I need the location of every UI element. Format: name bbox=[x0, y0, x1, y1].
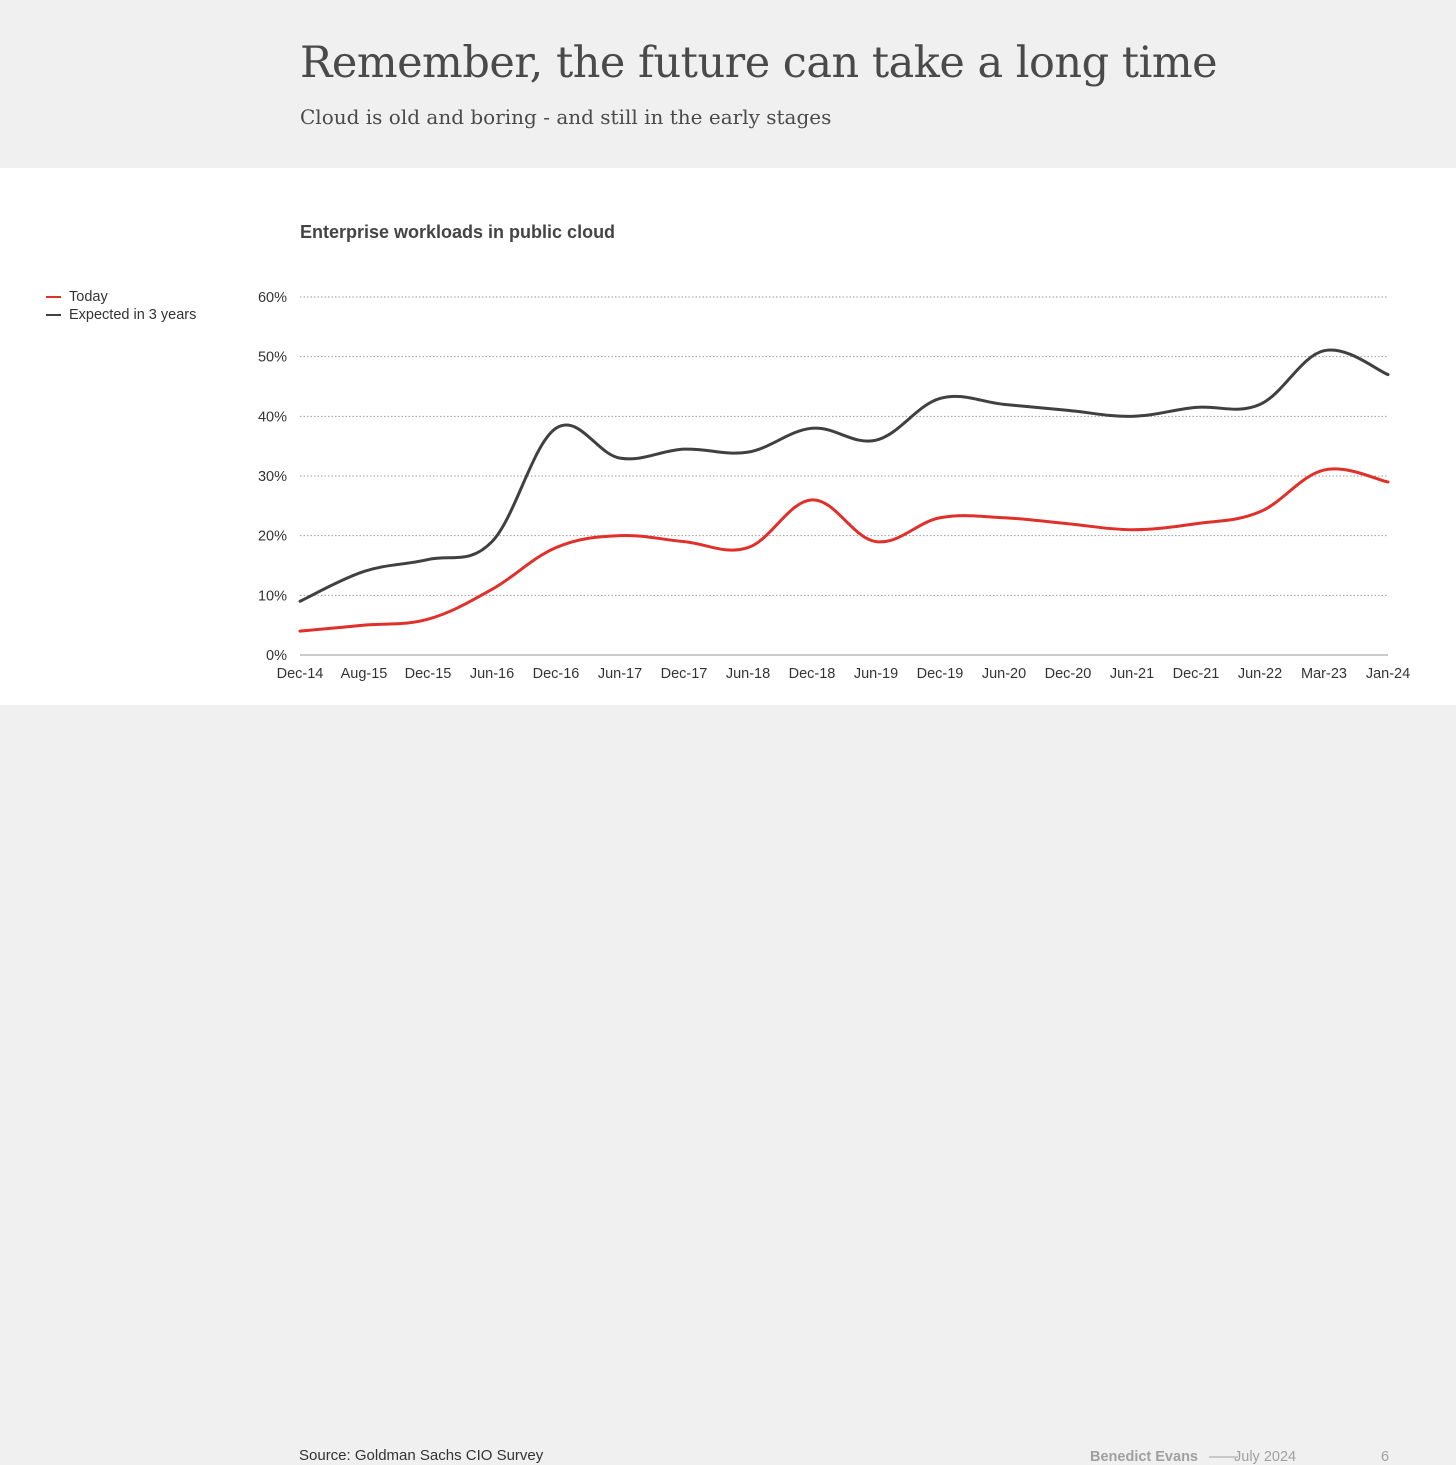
series-line-today bbox=[298, 467, 1390, 633]
page-number: 6 bbox=[1381, 1449, 1390, 1465]
chart-legend: Today Expected in 3 years bbox=[46, 288, 196, 324]
y-tick-label: 40% bbox=[258, 409, 287, 425]
y-tick-label: 60% bbox=[258, 290, 287, 306]
header-band: Remember, the future can take a long tim… bbox=[0, 0, 1456, 168]
x-tick-label: Dec-17 bbox=[661, 666, 708, 682]
legend-label-expected: Expected in 3 years bbox=[69, 307, 197, 323]
x-tick-label: Dec-15 bbox=[405, 666, 452, 682]
x-tick-label: Dec-18 bbox=[789, 666, 836, 682]
x-tick-label: Jun-16 bbox=[470, 666, 514, 682]
x-tick-label: Jan-24 bbox=[1366, 666, 1410, 682]
chart-title: Enterprise workloads in public cloud bbox=[300, 222, 616, 242]
chart-panel bbox=[0, 168, 1456, 705]
author-name: Benedict Evans bbox=[1090, 1449, 1198, 1465]
footer-date: July 2024 bbox=[1234, 1449, 1297, 1465]
line-chart: 0% 10% 20% 30% 40% 50% 60% Dec-14 Aug-15 Dec-15 Ju… bbox=[258, 290, 1410, 682]
x-tick-label: Jun-21 bbox=[1110, 666, 1154, 682]
source-note: Source: Goldman Sachs CIO Survey bbox=[299, 1447, 544, 1464]
y-tick-label: 0% bbox=[266, 648, 287, 664]
x-tick-label: Dec-14 bbox=[277, 666, 324, 682]
x-tick-label: Dec-19 bbox=[917, 666, 964, 682]
x-tick-label: Jun-20 bbox=[982, 666, 1026, 682]
x-tick-label: Jun-22 bbox=[1238, 666, 1282, 682]
series-line-expected bbox=[298, 348, 1390, 603]
x-tick-label: Jun-18 bbox=[726, 666, 770, 682]
x-tick-label: Dec-16 bbox=[533, 666, 580, 682]
footer-band: Source: Goldman Sachs CIO Survey Benedic… bbox=[0, 705, 1456, 1465]
x-tick-label: Aug-15 bbox=[341, 666, 388, 682]
x-tick-label: Jun-17 bbox=[598, 666, 642, 682]
y-tick-label: 10% bbox=[258, 588, 287, 604]
x-tick-label: Dec-20 bbox=[1045, 666, 1092, 682]
legend-item-expected: Expected in 3 years bbox=[46, 306, 196, 324]
y-tick-label: 20% bbox=[258, 529, 287, 545]
x-tick-label: Mar-23 bbox=[1301, 666, 1347, 682]
slide-subtitle: Cloud is old and boring - and still in t… bbox=[300, 105, 832, 129]
legend-item-today: Today bbox=[46, 288, 196, 306]
legend-swatch-today bbox=[46, 295, 61, 299]
legend-swatch-expected bbox=[46, 313, 61, 317]
x-tick-label: Dec-21 bbox=[1173, 666, 1220, 682]
y-tick-label: 50% bbox=[258, 350, 287, 366]
x-tick-label: Jun-19 bbox=[854, 666, 898, 682]
y-tick-label: 30% bbox=[258, 469, 287, 485]
slide-title: Remember, the future can take a long tim… bbox=[300, 38, 1218, 88]
legend-label-today: Today bbox=[69, 289, 108, 305]
